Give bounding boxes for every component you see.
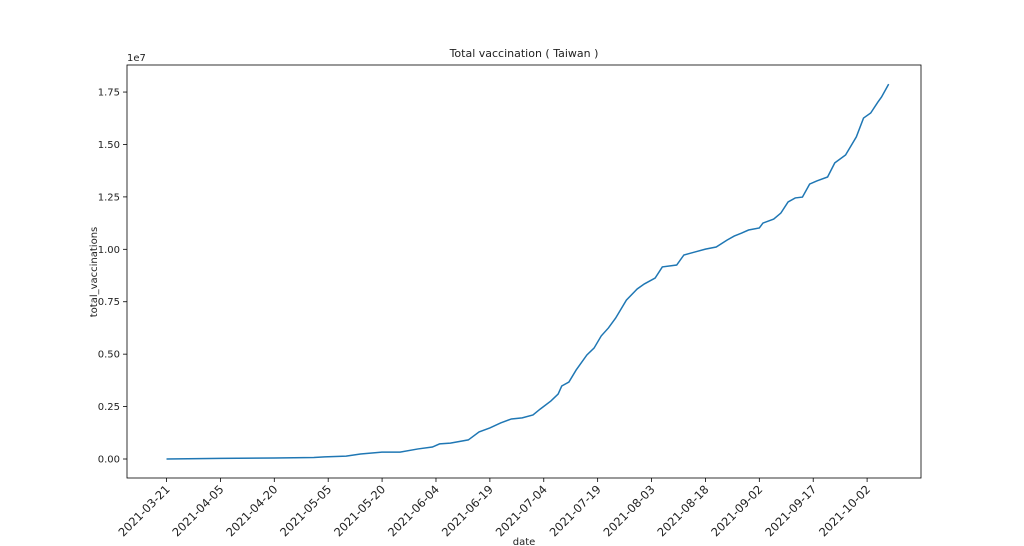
- x-tick-label: 2021-06-04: [385, 482, 442, 539]
- y-tick-label: 1.50: [98, 140, 120, 151]
- x-tick-label: 2021-05-05: [277, 482, 334, 539]
- chart-title: Total vaccination ( Taiwan ): [449, 47, 599, 60]
- y-tick-label: 0.00: [98, 455, 120, 466]
- x-tick-label: 2021-09-02: [708, 482, 765, 539]
- x-tick-label: 2021-10-02: [816, 482, 873, 539]
- x-tick-label: 2021-05-20: [331, 482, 388, 539]
- y-axis-label: total_vaccinations: [89, 227, 100, 318]
- y-tick-label: 1.25: [98, 192, 120, 203]
- y-tick-label: 0.75: [98, 297, 120, 308]
- x-tick-label: 2021-08-03: [600, 482, 657, 539]
- x-tick-label: 2021-04-20: [223, 482, 280, 539]
- x-tick-label: 2021-04-05: [169, 482, 226, 539]
- x-tick-label: 2021-06-19: [439, 482, 496, 539]
- y-tick-label: 1.00: [98, 245, 120, 256]
- y-tick-label: 1.75: [98, 88, 120, 99]
- x-tick-label: 2021-08-18: [654, 482, 711, 539]
- y-tick-label: 0.50: [98, 350, 120, 361]
- plot-frame: [126, 64, 922, 479]
- x-tick-label: 2021-07-19: [547, 482, 604, 539]
- x-tick-label: 2021-07-04: [493, 482, 550, 539]
- x-tick-label: 2021-09-17: [762, 482, 819, 539]
- y-tick-label: 0.25: [98, 402, 120, 413]
- y-offset-label: 1e7: [127, 53, 146, 64]
- series-line: [166, 83, 890, 460]
- x-tick-label: 2021-03-21: [115, 482, 172, 539]
- x-axis-label: date: [513, 537, 536, 546]
